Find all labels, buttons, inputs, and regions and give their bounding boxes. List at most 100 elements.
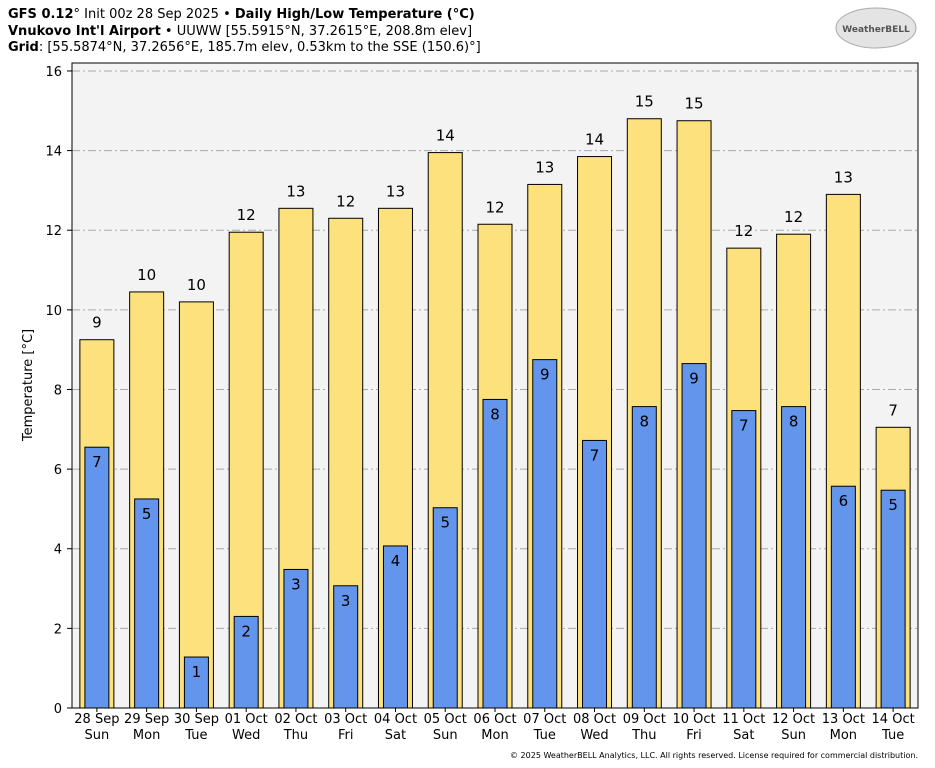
y-tick-label: 6 [54, 463, 62, 478]
x-tick-label: 08 Oct [573, 712, 616, 727]
logo-badge [835, 7, 917, 49]
x-tick-sublabel: Tue [881, 728, 904, 743]
low-bar [532, 359, 558, 709]
value-label: 5 [440, 514, 450, 532]
y-axis-label: Temperature [°C] [21, 329, 36, 442]
header-line-1: GFS 0.12° Init 00z 28 Sep 2025 • Daily H… [8, 7, 475, 22]
low-bar [830, 485, 856, 709]
value-label: 8 [789, 413, 799, 431]
value-label: 6 [839, 492, 849, 510]
value-label: 3 [341, 592, 351, 610]
value-label: 15 [635, 93, 654, 111]
x-tick-sublabel: Tue [184, 728, 207, 743]
x-tick-label: 03 Oct [324, 712, 367, 727]
x-tick-sublabel: Sat [733, 728, 754, 743]
low-bar [631, 406, 657, 709]
value-label: 13 [286, 182, 305, 200]
x-tick-label: 14 Oct [872, 712, 915, 727]
value-label: 12 [734, 222, 753, 240]
value-label: 7 [590, 446, 600, 464]
x-tick-label: 05 Oct [424, 712, 467, 727]
low-bar [880, 489, 906, 709]
value-label: 13 [386, 182, 405, 200]
x-tick-sublabel: Thu [283, 728, 308, 743]
x-tick-sublabel: Sun [433, 728, 458, 743]
low-bar [432, 507, 458, 709]
value-label: 12 [237, 206, 256, 224]
value-label: 15 [685, 95, 704, 113]
x-tick-label: 07 Oct [523, 712, 566, 727]
value-label: 14 [585, 131, 604, 149]
init: Init 00z 28 Sep 2025 • [80, 7, 235, 22]
y-tick-label: 10 [45, 304, 62, 319]
degree: ° [74, 7, 81, 22]
x-tick-label: 11 Oct [722, 712, 765, 727]
x-tick-sublabel: Sun [781, 728, 806, 743]
plot-frame [71, 62, 919, 709]
x-tick-label: 13 Oct [822, 712, 865, 727]
low-bar [781, 406, 807, 709]
low-bar [233, 615, 259, 709]
low-bar [482, 398, 508, 709]
grid-info: : [55.5874°N, 37.2656°E, 185.7m elev, 0.… [39, 40, 481, 55]
value-label: 12 [784, 208, 803, 226]
x-tick-sublabel: Tue [533, 728, 556, 743]
value-label: 9 [92, 314, 102, 332]
x-tick-label: 01 Oct [225, 712, 268, 727]
x-tick-sublabel: Wed [580, 728, 608, 743]
y-tick-label: 0 [54, 702, 62, 717]
value-label: 10 [137, 266, 156, 284]
y-tick-label: 16 [45, 65, 62, 80]
x-tick-sublabel: Wed [232, 728, 260, 743]
x-tick-sublabel: Mon [830, 728, 857, 743]
value-label: 2 [241, 622, 251, 640]
value-label: 13 [834, 168, 853, 186]
value-label: 8 [640, 413, 650, 431]
x-tick-label: 30 Sep [174, 712, 219, 727]
value-label: 9 [689, 370, 699, 388]
value-label: 5 [888, 496, 898, 514]
x-tick-sublabel: Thu [631, 728, 656, 743]
x-tick-label: 06 Oct [473, 712, 516, 727]
x-tick-sublabel: Fri [686, 728, 702, 743]
low-bar [283, 568, 309, 709]
low-bar [84, 446, 110, 709]
footer: © 2025 WeatherBELL Analytics, LLC. All r… [510, 751, 918, 760]
value-label: 4 [391, 552, 401, 570]
x-tick-label: 10 Oct [672, 712, 715, 727]
station: Vnukovo Int'l Airport [8, 24, 161, 39]
y-tick-label: 14 [45, 145, 62, 160]
value-label: 12 [485, 198, 504, 216]
x-tick-sublabel: Mon [481, 728, 508, 743]
value-label: 9 [540, 366, 550, 384]
low-bar [582, 439, 608, 709]
value-label: 7 [888, 401, 898, 419]
station-info: • UUWW [55.5915°N, 37.2615°E, 208.8m ele… [161, 24, 472, 39]
x-tick-label: 02 Oct [274, 712, 317, 727]
x-tick-label: 29 Sep [124, 712, 169, 727]
value-label: 7 [92, 453, 102, 471]
value-label: 12 [336, 192, 355, 210]
y-tick-label: 12 [45, 224, 62, 239]
x-tick-label: 09 Oct [623, 712, 666, 727]
value-label: 3 [291, 575, 301, 593]
value-label: 7 [739, 417, 749, 435]
model: GFS 0.12 [8, 7, 74, 22]
y-tick-label: 4 [54, 543, 62, 558]
x-tick-label: 28 Sep [74, 712, 119, 727]
value-label: 1 [192, 663, 202, 681]
x-tick-sublabel: Fri [338, 728, 354, 743]
low-bar [183, 656, 209, 709]
x-tick-sublabel: Sat [385, 728, 406, 743]
high-bar [178, 301, 214, 709]
low-bar [731, 410, 757, 709]
x-tick-label: 12 Oct [772, 712, 815, 727]
value-label: 8 [490, 405, 500, 423]
chart-title: Daily High/Low Temperature (°C) [235, 7, 475, 22]
x-tick-sublabel: Mon [133, 728, 160, 743]
y-tick-label: 8 [54, 383, 62, 398]
x-tick-sublabel: Sun [85, 728, 110, 743]
header-line-3: Grid: [55.5874°N, 37.2656°E, 185.7m elev… [8, 40, 481, 55]
